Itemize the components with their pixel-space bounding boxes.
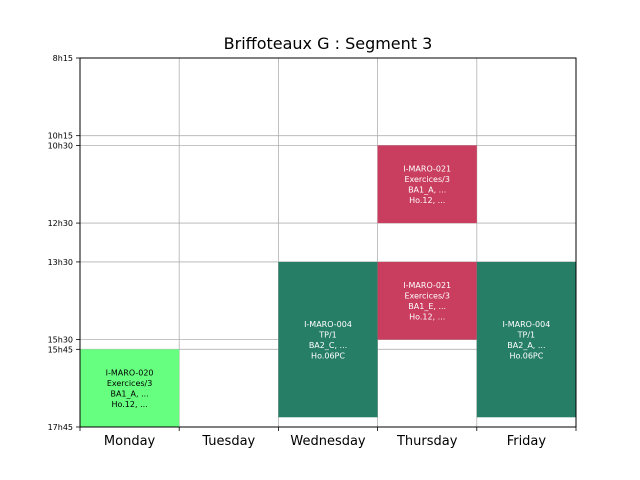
day-label: Friday [507, 434, 547, 449]
event-text-line: TP/1 [517, 330, 536, 339]
y-tick-label: 17h45 [48, 423, 73, 432]
day-label: Monday [104, 434, 156, 449]
event-text-line: I-MARO-021 [403, 281, 451, 290]
event-text-line: Exercices/3 [404, 292, 449, 301]
y-tick-label: 12h30 [48, 219, 73, 228]
event-text-line: Exercices/3 [107, 379, 152, 388]
y-tick-label: 13h30 [48, 258, 73, 267]
event-text-line: Ho.06PC [311, 351, 345, 360]
chart-title: Briffoteaux G : Segment 3 [224, 34, 433, 53]
day-label: Tuesday [201, 434, 255, 449]
event-text-line: BA1_A, ... [408, 185, 446, 194]
event-rect [476, 261, 576, 418]
event-text-line: BA2_C, ... [309, 341, 347, 350]
day-label: Wednesday [290, 434, 366, 449]
event-text-line: Ho.12, ... [409, 196, 445, 205]
x-axis: Monday Tuesday Wednesday Thursday Friday [79, 427, 577, 449]
event-rect [377, 261, 477, 340]
event-rect [80, 349, 180, 427]
event-text-line: Exercices/3 [404, 175, 449, 184]
event-text-line: BA2_A, ... [507, 341, 545, 350]
event-text-line: TP/1 [318, 330, 337, 339]
y-tick-label: 10h30 [48, 141, 73, 150]
event-rect [278, 261, 378, 418]
event-text-line: BA1_E, ... [408, 302, 446, 311]
event-text-line: I-MARO-004 [304, 320, 352, 329]
y-tick-label: 15h30 [48, 336, 73, 345]
event-text-line: I-MARO-020 [106, 368, 154, 377]
event-text-line: Ho.12, ... [111, 400, 147, 409]
y-tick-label: 15h45 [48, 345, 73, 354]
y-tick-label: 8h15 [53, 54, 73, 63]
plot-frame [79, 57, 577, 428]
event-text-line: Ho.12, ... [409, 313, 445, 322]
event-rect [377, 145, 477, 224]
event-text-line: Ho.06PC [509, 351, 543, 360]
y-tick-label: 10h15 [48, 132, 73, 141]
day-label: Thursday [396, 434, 458, 449]
event-text-line: I-MARO-021 [403, 164, 451, 173]
event-text-line: I-MARO-004 [502, 320, 550, 329]
event-text-line: BA1_A, ... [110, 389, 148, 398]
